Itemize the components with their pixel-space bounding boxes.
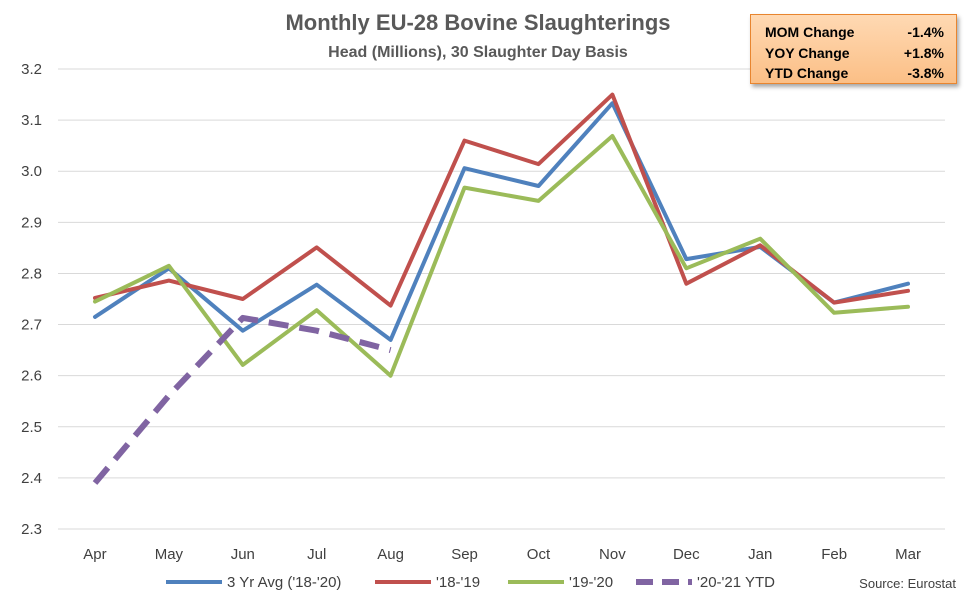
stat-value: +1.8% — [903, 44, 944, 61]
y-tick-label: 2.3 — [21, 521, 42, 538]
stat-value: -3.8% — [907, 65, 944, 81]
y-tick-label: 3.2 — [21, 61, 42, 78]
series-line-2 — [93, 134, 910, 378]
x-axis: Apr May Jun Jul Aug Sep Oct Nov Dec Jan Feb Mar — [83, 546, 921, 563]
legend-label: '19-'20 — [569, 574, 613, 591]
x-tick-label: Nov — [599, 546, 626, 563]
stat-label: MOM Change — [765, 24, 855, 40]
x-tick-label: Jun — [231, 546, 255, 563]
x-tick-label: Aug — [377, 546, 404, 563]
y-tick-label: 2.6 — [21, 368, 42, 385]
y-tick-label: 3.0 — [21, 163, 42, 180]
x-tick-label: Apr — [83, 546, 106, 563]
legend-label: 3 Yr Avg ('18-'20) — [227, 574, 341, 591]
x-tick-label: Oct — [527, 546, 551, 563]
y-axis: 2.3 2.4 2.5 2.6 2.7 2.8 2.9 3.0 3.1 3.2 — [21, 61, 42, 538]
y-tick-label: 2.5 — [21, 419, 42, 436]
x-tick-label: Mar — [895, 546, 921, 563]
x-tick-label: May — [155, 546, 184, 563]
stat-row-yoy: YOY Change +1.8% — [765, 43, 944, 64]
chart-subtitle: Head (Millions), 30 Slaughter Day Basis — [328, 44, 628, 61]
y-tick-label: 2.8 — [21, 265, 42, 282]
legend-label: '18-'19 — [436, 574, 480, 591]
x-tick-label: Jul — [307, 546, 326, 563]
y-tick-label: 3.1 — [21, 112, 42, 129]
stat-label: YTD Change — [765, 65, 849, 81]
series-line-1 — [93, 92, 910, 308]
source-note: Source: Eurostat — [859, 576, 956, 591]
change-stats-box: MOM Change -1.4% YOY Change +1.8% YTD Ch… — [750, 14, 957, 84]
y-tick-label: 2.9 — [21, 214, 42, 231]
x-tick-label: Sep — [451, 546, 478, 563]
stat-label: YOY Change — [765, 44, 850, 61]
gridlines — [58, 68, 945, 530]
stat-row-mom: MOM Change -1.4% — [765, 22, 944, 43]
x-tick-label: Jan — [748, 546, 772, 563]
y-tick-label: 2.7 — [21, 317, 42, 334]
y-tick-label: 2.4 — [21, 470, 42, 487]
series-line-0 — [93, 101, 910, 342]
legend-label: '20-'21 YTD — [697, 574, 775, 591]
series-line-3 — [92, 314, 392, 485]
stat-row-ytd: YTD Change -3.8% — [765, 63, 944, 84]
x-tick-label: Feb — [821, 546, 847, 563]
series-lines — [92, 92, 910, 485]
x-tick-label: Dec — [673, 546, 700, 563]
stat-value: -1.4% — [907, 24, 944, 40]
chart-title: Monthly EU-28 Bovine Slaughterings — [285, 10, 670, 35]
legend: 3 Yr Avg ('18-'20) '18-'19 '19-'20 '20-'21 … — [166, 574, 775, 591]
